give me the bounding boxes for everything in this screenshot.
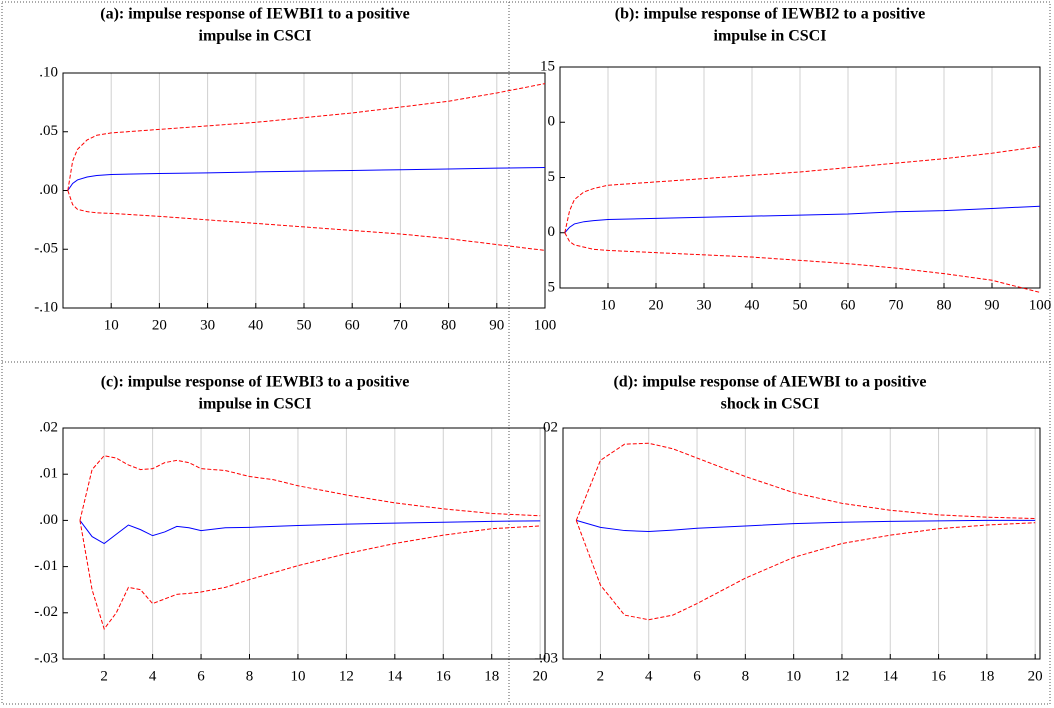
x-tick-label: 30 [697, 297, 712, 313]
x-tick-label: 10 [104, 317, 119, 333]
y-tick-label: -.01 [34, 558, 58, 574]
x-tick-label: 50 [297, 317, 312, 333]
plot-frame [62, 427, 546, 660]
x-tick-label: 8 [246, 668, 254, 684]
x-tick-label: 20 [152, 317, 167, 333]
x-tick-label: 12 [834, 668, 849, 684]
y-tick-label: -.02 [34, 604, 58, 620]
panel-title: impulse in CSCI [714, 28, 827, 45]
y-tick-label: 02 [543, 419, 558, 435]
y-tick-label: .01 [39, 466, 58, 482]
x-tick-label: 40 [248, 317, 263, 333]
x-tick-label: 50 [793, 297, 808, 313]
response-line [67, 166, 546, 191]
x-tick-label: 40 [745, 297, 760, 313]
x-tick-label: 20 [533, 668, 548, 684]
panel-title: (c): impulse response of IEWBI3 to a pos… [101, 374, 410, 391]
response-line [564, 205, 1041, 234]
x-tick-label: 70 [889, 297, 904, 313]
confidence-band [564, 146, 1041, 233]
y-tick-label: -.10 [34, 299, 58, 315]
x-tick-label: 10 [601, 297, 616, 313]
x-tick-label: 18 [979, 668, 994, 684]
x-tick-label: 2 [597, 668, 605, 684]
response-line [79, 520, 541, 545]
y-tick-label: -.05 [34, 241, 58, 257]
confidence-band [575, 442, 1036, 521]
y-tick-label: 0 [548, 224, 556, 240]
x-tick-label: 16 [436, 668, 452, 684]
response-line [576, 519, 1036, 532]
y-tick-label: .05 [39, 123, 58, 139]
x-tick-label: 6 [197, 668, 205, 684]
y-tick-label: -.03 [34, 650, 58, 666]
panel-title: shock in CSCI [721, 396, 820, 413]
plot-frame [562, 427, 1041, 660]
x-tick-label: 30 [200, 317, 215, 333]
y-tick-label: 15 [540, 58, 555, 74]
x-tick-label: 4 [149, 668, 157, 684]
x-tick-label: 90 [489, 317, 504, 333]
confidence-band [67, 190, 546, 251]
x-tick-label: 16 [931, 668, 947, 684]
x-tick-label: 6 [693, 668, 701, 684]
confidence-band [79, 455, 541, 521]
x-tick-label: 90 [985, 297, 1000, 313]
panel-title: (b): impulse response of IEWBI2 to a pos… [615, 6, 925, 23]
y-tick-label: .00 [39, 182, 58, 198]
panel-title: (a): impulse response of IEWBI1 to a pos… [100, 6, 410, 23]
x-tick-label: 60 [345, 317, 360, 333]
x-tick-label: 70 [393, 317, 408, 333]
x-tick-label: 60 [841, 297, 856, 313]
x-tick-label: 10 [786, 668, 801, 684]
confidence-band [79, 520, 541, 631]
y-tick-label: 0 [548, 114, 556, 130]
y-tick-label: .00 [39, 512, 58, 528]
panel-title: impulse in CSCI [199, 396, 312, 413]
y-tick-label: 5 [548, 279, 556, 295]
y-tick-label: 5 [548, 169, 556, 185]
x-tick-label: 100 [1029, 297, 1052, 313]
y-tick-label: .10 [39, 64, 58, 80]
x-tick-label: 8 [742, 668, 750, 684]
x-tick-label: 80 [937, 297, 952, 313]
x-tick-label: 14 [883, 668, 899, 684]
x-tick-label: 100 [534, 317, 557, 333]
x-tick-label: 20 [649, 297, 664, 313]
confidence-band [575, 520, 1036, 621]
panel-title: (d): impulse response of AIEWBI to a pos… [613, 374, 926, 391]
y-tick-label: .02 [39, 419, 58, 435]
x-tick-label: 10 [290, 668, 305, 684]
y-tick-label: -.03 [534, 650, 558, 666]
x-tick-label: 80 [441, 317, 456, 333]
x-tick-label: 12 [339, 668, 354, 684]
x-tick-label: 4 [645, 668, 653, 684]
x-tick-label: 18 [484, 668, 499, 684]
confidence-band [67, 83, 546, 191]
x-tick-label: 14 [387, 668, 403, 684]
confidence-band [564, 232, 1041, 293]
x-tick-label: 20 [1028, 668, 1043, 684]
x-tick-label: 2 [100, 668, 108, 684]
panel-title: impulse in CSCI [199, 28, 312, 45]
